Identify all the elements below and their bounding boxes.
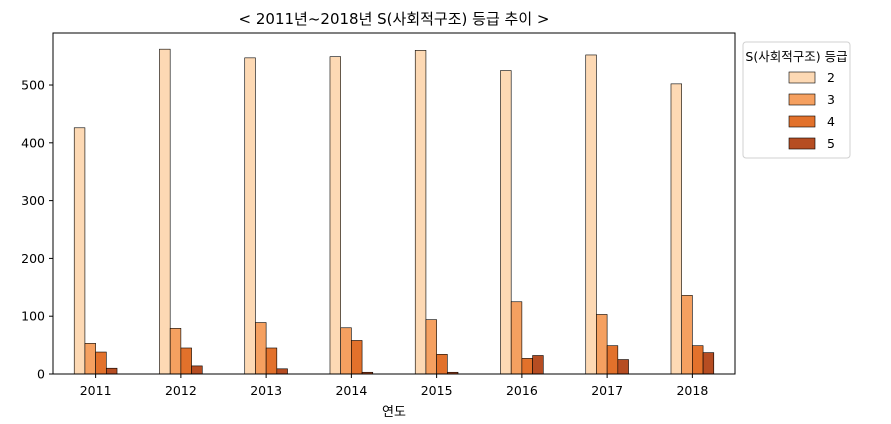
- bar-2018-grade-5: [702, 352, 715, 375]
- legend-label-5: 5: [827, 136, 835, 151]
- bar-2012-grade-3: [169, 328, 182, 375]
- legend-swatch-4: [788, 115, 816, 128]
- legend-label-4: 4: [827, 114, 835, 129]
- bar-2015-grade-2: [414, 50, 427, 375]
- legend-swatch-2: [788, 71, 816, 84]
- legend-title: S(사회적구조) 등급: [745, 49, 847, 64]
- y-tick-label: 100: [21, 309, 45, 324]
- bar-2013-grade-4: [265, 347, 278, 375]
- bar-2016-grade-2: [500, 70, 512, 375]
- x-tick-label: 2018: [676, 383, 708, 398]
- plot-area: 2011 2012 2013 2014 2015 2016 2017 2018 0 100 200 3…: [21, 32, 736, 398]
- bar-2012-grade-5: [191, 365, 203, 375]
- legend: S(사회적구조) 등급 2 3 4 5: [742, 41, 851, 159]
- bar-2018-grade-3: [681, 295, 693, 375]
- y-tick-label: 400: [21, 135, 45, 150]
- bar-2011-grade-3: [84, 343, 96, 375]
- y-tick-label: 500: [21, 78, 45, 93]
- x-tick-label: 2016: [506, 383, 538, 398]
- legend-label-3: 3: [827, 92, 835, 107]
- bar-2017-grade-4: [606, 345, 619, 375]
- bar-2013-grade-2: [244, 57, 256, 375]
- bar-2014-grade-3: [340, 327, 352, 375]
- x-tick-label: 2017: [591, 383, 623, 398]
- bar-2016-grade-5: [532, 355, 544, 375]
- bar-2015-grade-3: [425, 319, 437, 375]
- bar-2016-grade-3: [510, 301, 523, 375]
- bar-2014-grade-2: [329, 56, 341, 375]
- x-axis-label: 연도: [382, 405, 406, 420]
- y-tick-label: 300: [21, 193, 45, 208]
- bar-2013-grade-5: [276, 368, 288, 375]
- legend-swatch-5: [788, 137, 816, 150]
- legend-swatch-3: [788, 93, 816, 106]
- x-tick-label: 2011: [80, 383, 112, 398]
- bar-2012-grade-2: [159, 48, 171, 375]
- bar-2016-grade-4: [521, 358, 533, 375]
- bar-2018-grade-4: [692, 345, 704, 375]
- bar-2017-grade-2: [585, 54, 597, 375]
- bar-2017-grade-5: [617, 359, 629, 375]
- axes-frame: [52, 32, 736, 375]
- bar-2015-grade-4: [436, 354, 448, 375]
- bar-2018-grade-2: [670, 83, 682, 375]
- x-tick-label: 2014: [335, 383, 367, 398]
- bar-2012-grade-4: [180, 347, 192, 375]
- y-tick-label: 200: [21, 251, 45, 266]
- bar-2013-grade-3: [255, 322, 267, 375]
- bar-2011-grade-4: [95, 351, 107, 375]
- bar-2011-grade-5: [106, 367, 118, 375]
- bar-2017-grade-3: [596, 314, 608, 375]
- x-tick-label: 2015: [421, 383, 453, 398]
- x-tick-label: 2013: [250, 383, 282, 398]
- y-tick-label: 0: [37, 367, 45, 382]
- bar-2011-grade-2: [73, 127, 86, 375]
- bar-2014-grade-4: [351, 340, 363, 375]
- legend-label-2: 2: [827, 70, 835, 85]
- chart-title: < 2011년~2018년 S(사회적구조) 등급 추이 >: [239, 10, 550, 28]
- x-tick-label: 2012: [165, 383, 197, 398]
